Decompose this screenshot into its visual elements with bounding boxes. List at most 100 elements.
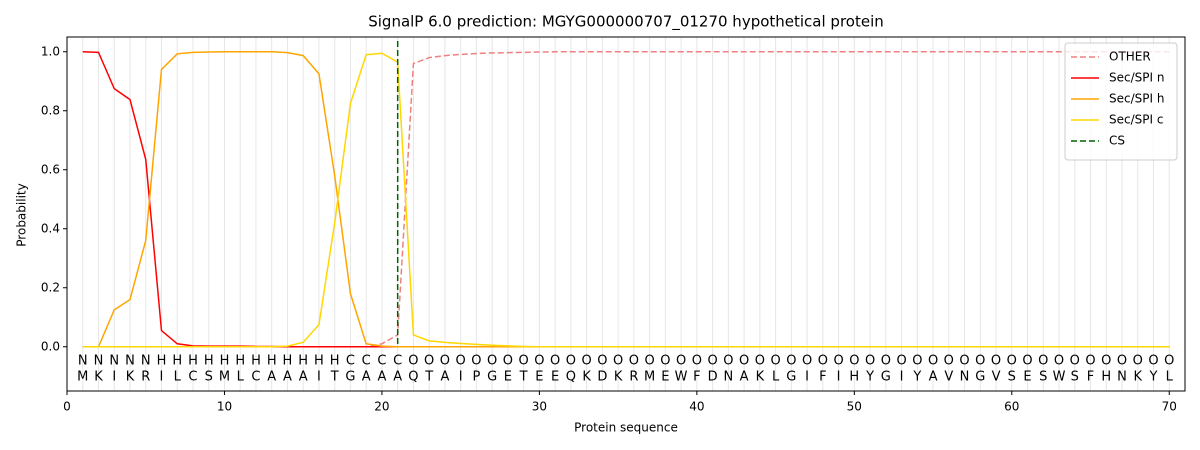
residue-label: I	[805, 370, 809, 385]
region-label: O	[928, 354, 938, 369]
region-label: O	[550, 354, 560, 369]
residue-label: E	[661, 370, 669, 385]
region-label: O	[1054, 354, 1064, 369]
residue-label: Q	[566, 370, 576, 385]
residue-label: T	[424, 370, 433, 385]
residue-label: A	[267, 370, 276, 385]
residue-label: I	[160, 370, 164, 385]
legend-label: Sec/SPI h	[1109, 92, 1164, 106]
region-label: O	[833, 354, 843, 369]
region-label: O	[456, 354, 466, 369]
y-tick-label: 0.4	[41, 221, 60, 235]
region-label: O	[519, 354, 529, 369]
residue-label: Y	[912, 370, 921, 385]
region-label: H	[267, 354, 277, 369]
region-label: O	[597, 354, 607, 369]
region-label: O	[1022, 354, 1032, 369]
residue-label: C	[188, 370, 197, 385]
region-label: O	[566, 354, 576, 369]
series-line	[82, 51, 1170, 348]
region-label: H	[188, 354, 198, 369]
x-tick-label: 70	[1162, 400, 1177, 414]
region-label: C	[393, 354, 402, 369]
series-line	[82, 52, 1170, 348]
x-tick-label: 10	[217, 400, 232, 414]
residue-label: R	[141, 370, 150, 385]
residue-label: A	[299, 370, 308, 385]
region-label: O	[975, 354, 985, 369]
region-label: H	[298, 354, 308, 369]
residue-label: I	[837, 370, 841, 385]
residue-label: Y	[1149, 370, 1158, 385]
region-label: O	[1038, 354, 1048, 369]
region-label: O	[582, 354, 592, 369]
residue-label: C	[251, 370, 260, 385]
region-label: C	[377, 354, 386, 369]
residue-label: A	[377, 370, 386, 385]
region-label: O	[944, 354, 954, 369]
residue-label: L	[174, 370, 182, 385]
residue-label: F	[819, 370, 826, 385]
residue-label: V	[992, 370, 1001, 385]
residue-label: A	[740, 370, 749, 385]
residue-label: K	[126, 370, 135, 385]
residue-label: F	[693, 370, 700, 385]
residue-label: G	[786, 370, 796, 385]
residue-label: A	[362, 370, 371, 385]
region-label: H	[314, 354, 324, 369]
x-tick-label: 20	[374, 400, 389, 414]
residue-label: A	[440, 370, 449, 385]
residue-label: K	[582, 370, 591, 385]
residue-label: D	[597, 370, 607, 385]
residue-label: G	[487, 370, 497, 385]
x-axis-label: Protein sequence	[574, 421, 678, 435]
region-label: O	[471, 354, 481, 369]
residue-label: I	[317, 370, 321, 385]
y-tick-label: 0.8	[41, 103, 60, 117]
region-label: N	[78, 354, 88, 369]
region-label: C	[362, 354, 371, 369]
residue-label: W	[675, 370, 688, 385]
residue-label: G	[975, 370, 985, 385]
region-label: O	[676, 354, 686, 369]
region-label: O	[865, 354, 875, 369]
region-label: O	[1117, 354, 1127, 369]
residue-label: A	[393, 370, 402, 385]
residue-label: T	[519, 370, 528, 385]
legend-label: Sec/SPI n	[1109, 71, 1164, 85]
residue-label: K	[1133, 370, 1142, 385]
region-label: N	[109, 354, 119, 369]
y-tick-label: 0.6	[41, 162, 60, 176]
residue-label: K	[94, 370, 103, 385]
region-label: O	[503, 354, 513, 369]
chart-title: SignalP 6.0 prediction: MGYG000000707_01…	[368, 13, 884, 32]
region-label: O	[739, 354, 749, 369]
y-tick-label: 0.0	[41, 339, 60, 353]
region-label: O	[1164, 354, 1174, 369]
residue-label: I	[459, 370, 463, 385]
residue-label: F	[1087, 370, 1094, 385]
residue-label: D	[708, 370, 718, 385]
legend-label: Sec/SPI c	[1109, 113, 1163, 127]
residue-label: S	[205, 370, 213, 385]
residue-label: L	[1166, 370, 1174, 385]
region-label: H	[172, 354, 182, 369]
residue-label: E	[504, 370, 512, 385]
residue-label: G	[881, 370, 891, 385]
x-tick-label: 30	[532, 400, 547, 414]
region-label: C	[346, 354, 355, 369]
residue-label: N	[960, 370, 970, 385]
residue-label: W	[1053, 370, 1066, 385]
region-label: O	[1070, 354, 1080, 369]
region-label: N	[141, 354, 151, 369]
region-label: O	[1133, 354, 1143, 369]
region-label: H	[235, 354, 245, 369]
residue-label: K	[756, 370, 765, 385]
x-tick-label: 0	[63, 400, 71, 414]
residue-label: Q	[408, 370, 418, 385]
legend-label: CS	[1109, 134, 1125, 148]
region-label: O	[1101, 354, 1111, 369]
x-tick-label: 40	[689, 400, 704, 414]
region-label: O	[534, 354, 544, 369]
region-label: O	[1148, 354, 1158, 369]
